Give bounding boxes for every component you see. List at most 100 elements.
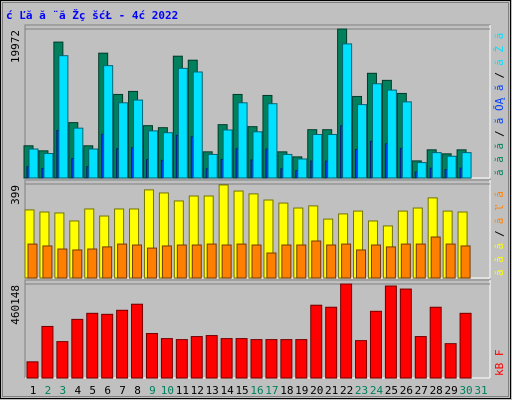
bar (56, 341, 69, 379)
bar (131, 303, 144, 379)
bar (102, 246, 113, 279)
x-tick-label: 1 (30, 384, 37, 397)
x-tick-label: 11 (176, 384, 189, 397)
bar (176, 244, 187, 279)
bar (117, 243, 128, 279)
bar (327, 134, 338, 179)
bar (266, 252, 277, 279)
x-tick-label: 15 (235, 384, 248, 397)
legend-separator: / (493, 130, 506, 137)
bar (116, 309, 129, 379)
bar (42, 245, 53, 279)
bar (340, 283, 353, 379)
bar (461, 152, 472, 179)
x-tick-label: 27 (415, 384, 428, 397)
inner-frame (2, 2, 509, 397)
legend-separator: / (493, 72, 506, 79)
bar (385, 246, 396, 279)
bar (370, 244, 381, 279)
x-tick-label: 26 (400, 384, 413, 397)
bar (282, 153, 293, 179)
x-tick-label: 2 (45, 384, 52, 397)
bar (101, 313, 114, 379)
bar (161, 245, 172, 279)
x-tick-label: 28 (430, 384, 443, 397)
bar (431, 152, 442, 179)
bar (310, 304, 323, 379)
bar (295, 339, 308, 379)
bar (386, 89, 397, 179)
x-tick-label: 12 (191, 384, 204, 397)
bar (400, 243, 411, 279)
bar (415, 243, 426, 279)
bar (86, 312, 99, 379)
bar (28, 148, 39, 179)
bar (251, 244, 262, 279)
bar (57, 248, 68, 279)
bar (87, 248, 98, 279)
bar (160, 338, 173, 379)
bar (459, 312, 472, 379)
bar (72, 249, 83, 279)
x-tick-label: 8 (134, 384, 141, 397)
x-tick-label: 18 (280, 384, 293, 397)
bar (205, 335, 218, 379)
legend-entry: ă ă ă (493, 143, 506, 176)
bar (43, 153, 54, 179)
bar (71, 318, 84, 379)
legend-entry: ă ă ă (493, 243, 506, 276)
bar (237, 102, 248, 179)
bar (369, 310, 382, 379)
bar (162, 132, 173, 179)
x-tick-label: 16 (250, 384, 263, 397)
bar (311, 240, 322, 279)
bar (296, 244, 307, 279)
bar (399, 288, 412, 379)
bar (429, 306, 442, 379)
bar (312, 134, 323, 179)
bar (220, 338, 233, 379)
bar (103, 65, 114, 179)
bar (192, 71, 203, 179)
bar (236, 243, 247, 279)
bar (265, 339, 278, 379)
bar (342, 43, 353, 179)
x-tick-label: 6 (104, 384, 111, 397)
bar (371, 83, 382, 179)
bar (88, 148, 99, 179)
x-tick-label: 23 (355, 384, 368, 397)
bar (132, 244, 143, 279)
x-tick-label: 30 (459, 384, 472, 397)
bar (460, 245, 471, 279)
bar (177, 67, 188, 179)
x-tick-label: 14 (221, 384, 235, 397)
legend-entry: kB F (493, 350, 506, 377)
bar (384, 285, 397, 379)
bar (146, 247, 157, 279)
x-tick-label: 20 (310, 384, 323, 397)
bar (190, 336, 203, 379)
bar (207, 153, 218, 179)
bar (445, 243, 456, 279)
bar (280, 339, 293, 379)
x-tick-label: 25 (385, 384, 398, 397)
bar (235, 338, 248, 379)
bar (222, 129, 233, 179)
bar (26, 361, 39, 379)
bar (267, 103, 278, 179)
y-tick-label: 460148 (9, 285, 22, 325)
bar (252, 131, 263, 179)
x-tick-label: 5 (89, 384, 96, 397)
bar (430, 236, 441, 279)
bar (206, 243, 217, 279)
x-tick-label: 31 (474, 384, 487, 397)
chart-title: ć Ľă ă ¨ă Žç šćŁ - 4ć 2022 (6, 9, 178, 22)
bar (325, 306, 338, 379)
bar (341, 243, 352, 279)
bar (355, 340, 368, 379)
legend-entry: ă ľ ă (493, 191, 506, 224)
bar (27, 243, 38, 279)
bar (357, 104, 368, 179)
bar (356, 249, 367, 279)
